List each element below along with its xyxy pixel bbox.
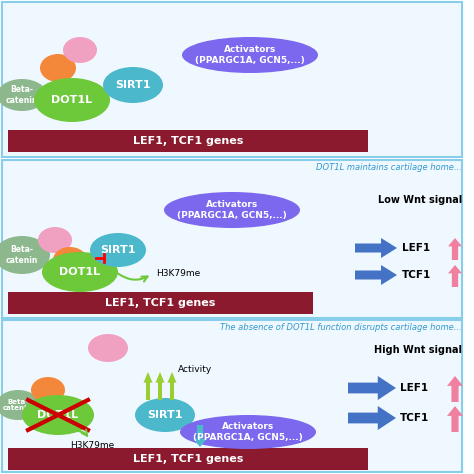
Polygon shape: [448, 265, 462, 287]
Ellipse shape: [135, 398, 195, 432]
Text: Activators
(PPARGC1A, GCN5,...): Activators (PPARGC1A, GCN5,...): [177, 201, 287, 220]
Ellipse shape: [164, 192, 300, 228]
Text: LEF1, TCF1 genes: LEF1, TCF1 genes: [133, 454, 243, 464]
Polygon shape: [167, 372, 176, 400]
Text: Activators
(PPARGC1A, GCN5,...): Activators (PPARGC1A, GCN5,...): [195, 46, 305, 64]
Text: TCF1: TCF1: [402, 270, 431, 280]
Text: H3K79me: H3K79me: [70, 441, 114, 450]
Ellipse shape: [182, 37, 318, 73]
Bar: [2, 2, 462, 157]
Text: DOT1L maintains cartilage home...: DOT1L maintains cartilage home...: [316, 163, 462, 172]
Ellipse shape: [31, 377, 65, 403]
Text: Beta-
catenin: Beta- catenin: [3, 399, 33, 411]
Ellipse shape: [40, 54, 76, 82]
Text: The absence of DOT1L function disrupts cartilage home...: The absence of DOT1L function disrupts c…: [220, 323, 462, 332]
Bar: [8, 448, 368, 470]
Text: DOT1L: DOT1L: [59, 267, 100, 277]
Polygon shape: [348, 376, 396, 400]
Ellipse shape: [38, 227, 72, 253]
Text: DOT1L: DOT1L: [52, 95, 92, 105]
Text: LEF1, TCF1 genes: LEF1, TCF1 genes: [133, 136, 243, 146]
Polygon shape: [447, 406, 463, 432]
Ellipse shape: [90, 233, 146, 267]
Text: LEF1, TCF1 genes: LEF1, TCF1 genes: [105, 298, 216, 308]
Ellipse shape: [88, 334, 128, 362]
Polygon shape: [355, 265, 397, 285]
Polygon shape: [447, 376, 463, 402]
Text: LEF1: LEF1: [402, 243, 430, 253]
Text: SIRT1: SIRT1: [115, 80, 151, 90]
Text: SIRT1: SIRT1: [100, 245, 136, 255]
Bar: [2, 160, 462, 318]
Text: High Wnt signal: High Wnt signal: [374, 345, 462, 355]
Text: Activity: Activity: [178, 365, 212, 374]
Ellipse shape: [0, 79, 47, 111]
Ellipse shape: [53, 247, 87, 273]
Ellipse shape: [0, 236, 50, 274]
Ellipse shape: [0, 390, 40, 420]
Text: Beta-
catenin: Beta- catenin: [6, 246, 38, 264]
Ellipse shape: [22, 395, 94, 435]
Text: TCF1: TCF1: [400, 413, 429, 423]
Text: H3K79me: H3K79me: [156, 270, 200, 279]
Text: SIRT1: SIRT1: [147, 410, 183, 420]
Ellipse shape: [63, 37, 97, 63]
Bar: [2, 320, 462, 472]
Ellipse shape: [180, 415, 316, 449]
Polygon shape: [348, 406, 396, 430]
Ellipse shape: [34, 78, 110, 122]
Polygon shape: [144, 372, 153, 400]
Text: Low Wnt signal: Low Wnt signal: [378, 195, 462, 205]
Ellipse shape: [42, 252, 118, 292]
Polygon shape: [155, 372, 164, 400]
Text: DOT1L: DOT1L: [37, 410, 79, 420]
Polygon shape: [193, 425, 207, 447]
Polygon shape: [448, 238, 462, 260]
Text: Beta-
catenin: Beta- catenin: [6, 85, 38, 105]
Text: LEF1: LEF1: [400, 383, 428, 393]
Bar: [8, 292, 313, 314]
Bar: [8, 130, 368, 152]
Text: Activators
(PPARGC1A, GCN5,...): Activators (PPARGC1A, GCN5,...): [193, 422, 303, 442]
Ellipse shape: [103, 67, 163, 103]
Polygon shape: [355, 238, 397, 258]
